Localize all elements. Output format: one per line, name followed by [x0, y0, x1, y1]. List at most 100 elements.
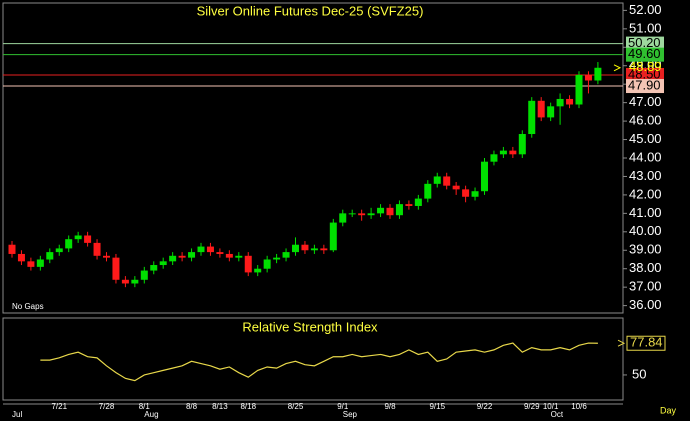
candle-body	[244, 255, 252, 273]
y-tick-label: 45.00	[629, 131, 662, 146]
y-tick-label: 44.00	[629, 149, 662, 164]
candle-body	[471, 191, 479, 197]
y-tick-label: 40.00	[629, 223, 662, 238]
month-label: Sep	[343, 410, 358, 419]
x-tick-label: 7/28	[99, 402, 115, 411]
candle-body	[348, 213, 356, 215]
x-tick-label: 10/1	[543, 402, 559, 411]
candle-body	[121, 279, 129, 284]
x-tick-label: 9/22	[477, 402, 493, 411]
candle-body	[433, 176, 441, 184]
candle-body	[405, 204, 413, 206]
candle-body	[254, 268, 262, 273]
candle-body	[395, 204, 403, 216]
y-tick-label: 51.00	[629, 20, 662, 35]
candle-body	[178, 255, 186, 258]
candle-body	[216, 252, 224, 254]
candle-body	[556, 98, 564, 107]
candle-body	[159, 261, 167, 266]
y-tick-label: 36.00	[629, 297, 662, 312]
candle-body	[55, 248, 63, 253]
y-tick-label: 39.00	[629, 242, 662, 257]
x-tick-label: 8/13	[212, 402, 228, 411]
candle-body	[74, 235, 82, 240]
x-tick-label: 9/1	[337, 402, 349, 411]
candle-body	[320, 248, 328, 251]
month-label: Jul	[12, 410, 22, 419]
level-label: 50.20	[628, 35, 661, 50]
candle-body	[84, 235, 92, 243]
candle-body	[93, 242, 101, 256]
y-tick-label: 50	[632, 366, 646, 381]
x-tick-label: 8/25	[288, 402, 304, 411]
candle-body	[225, 253, 233, 258]
last-arrow	[613, 64, 622, 72]
candle-body	[377, 207, 385, 214]
candle-body	[8, 244, 16, 254]
candle-body	[65, 239, 73, 249]
level-label: 48.50	[628, 66, 661, 81]
x-tick-label: 9/29	[524, 402, 540, 411]
x-tick-label: 9/8	[384, 402, 396, 411]
level-tag	[626, 36, 664, 51]
candle-body	[386, 207, 394, 216]
candle-body	[197, 246, 205, 253]
candle-body	[188, 252, 196, 258]
candle-body	[367, 213, 375, 216]
candle-body	[594, 67, 602, 81]
candle-body	[452, 185, 460, 190]
y-tick-label: 46.00	[629, 113, 662, 128]
candle-body	[490, 154, 498, 162]
candle-body	[566, 98, 574, 105]
candle-body	[169, 255, 177, 262]
no-gaps-note: No Gaps	[12, 302, 44, 311]
candle-body	[235, 255, 243, 258]
candle-body	[528, 100, 536, 135]
x-tick-label: 8/1	[139, 402, 151, 411]
level-tag	[626, 47, 664, 62]
candle-body	[301, 244, 309, 251]
candle-body	[150, 265, 158, 271]
candle-body	[339, 213, 347, 223]
candle-body	[112, 257, 120, 280]
candle-body	[499, 150, 507, 155]
candle-body	[509, 150, 517, 155]
y-tick-label: 52.00	[629, 2, 662, 17]
candle-body	[518, 134, 526, 155]
y-tick-label: 43.00	[629, 168, 662, 183]
candle-body	[292, 244, 299, 253]
level-label: 49.60	[628, 46, 661, 61]
y-tick-label: 38.00	[629, 260, 662, 275]
candle-body	[547, 106, 555, 118]
y-tick-label: 37.00	[629, 279, 662, 294]
candle-body	[575, 74, 583, 105]
candle-body	[131, 279, 139, 284]
y-tick-label: 47.00	[629, 94, 662, 109]
x-tick-label: 7/21	[51, 402, 67, 411]
rsi-title: Relative Strength Index	[242, 319, 378, 334]
x-tick-label: 10/6	[571, 402, 587, 411]
level-tag	[626, 67, 664, 82]
candle-body	[414, 198, 422, 206]
rsi-line	[40, 342, 598, 382]
candle-body	[140, 270, 148, 280]
candle-body	[206, 246, 214, 253]
candle-body	[537, 100, 545, 118]
candle-body	[27, 261, 35, 267]
last-value: 77.84	[630, 335, 663, 350]
x-unit: Day	[660, 405, 677, 415]
chart-title: Silver Online Futures Dec-25 (SVFZ25)	[197, 3, 424, 18]
candle-body	[481, 161, 488, 192]
candle-body	[103, 255, 110, 258]
candle-body	[424, 183, 432, 199]
candle-body	[263, 259, 271, 269]
x-tick-label: 8/8	[186, 402, 198, 411]
x-tick-label: 9/15	[429, 402, 445, 411]
candle-body	[273, 257, 281, 260]
candle-body	[17, 253, 25, 262]
level-label: 47.90	[628, 77, 661, 92]
month-label: Aug	[144, 410, 158, 419]
candle-body	[358, 213, 366, 216]
